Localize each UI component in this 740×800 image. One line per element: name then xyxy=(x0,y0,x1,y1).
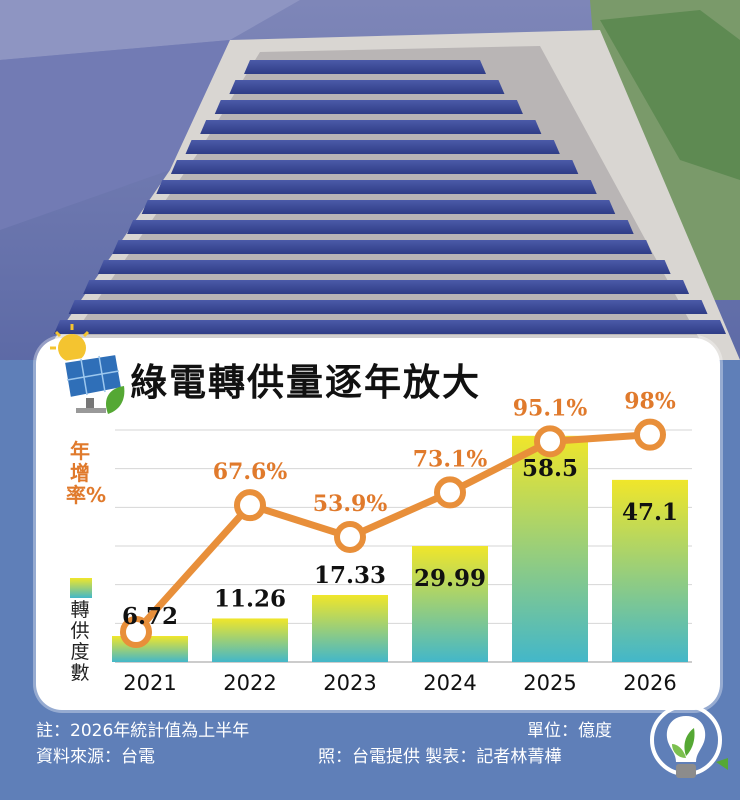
growth-point-2021 xyxy=(120,616,152,648)
bar-value-label: 58.5 xyxy=(522,455,578,482)
bar-2023 xyxy=(312,594,388,662)
growth-point-2023 xyxy=(334,520,366,553)
growth-point-2022 xyxy=(234,489,266,522)
bar-value-label: 6.72 xyxy=(122,603,178,630)
growth-point-2024 xyxy=(434,476,466,509)
growth-point-2026 xyxy=(634,418,666,451)
bar-value-label: 11.26 xyxy=(214,585,286,612)
footer: 註：2026年統計值為上半年 資料來源：台電 單位：億度 照：台電提供 製表：記… xyxy=(0,712,740,800)
solar-panel-sun-icon xyxy=(50,324,125,414)
x-tick-label: 2023 xyxy=(323,671,376,695)
footnote: 註：2026年統計值為上半年 xyxy=(36,721,250,741)
chart-title: 綠電轉供量逐年放大 xyxy=(130,360,481,404)
x-tick-label: 2022 xyxy=(223,671,276,695)
bar-2022 xyxy=(212,618,288,662)
supply-legend-swatch xyxy=(70,578,92,598)
growth-rate-line xyxy=(133,431,651,635)
solar-farm-photo xyxy=(0,0,740,360)
green-energy-bulb-icon xyxy=(650,704,728,778)
bar-value-label: 17.33 xyxy=(314,562,386,589)
credit-line: 照：台電提供 製表：記者林菁樺 xyxy=(318,747,562,767)
supply-axis-label: 轉供度數 xyxy=(70,599,90,684)
x-tick-label: 2026 xyxy=(623,671,676,695)
growth-rate-label: 67.6% xyxy=(213,459,288,485)
unit-label: 單位：億度 xyxy=(527,721,612,741)
bar-2026 xyxy=(612,479,688,662)
x-tick-label: 2021 xyxy=(123,671,176,695)
x-tick-label: 2024 xyxy=(423,671,476,695)
bar-value-label: 29.99 xyxy=(414,565,486,592)
bar-2024 xyxy=(412,546,488,662)
growth-point-2025 xyxy=(534,425,566,458)
bar-value-label: 47.1 xyxy=(622,499,678,526)
growth-rate-label: 73.1% xyxy=(413,446,488,472)
data-source: 資料來源：台電 xyxy=(36,747,155,767)
growth-rate-label: 53.9% xyxy=(313,491,388,517)
growth-rate-label: 95.1% xyxy=(513,395,588,421)
bar-2025 xyxy=(512,435,588,662)
chart-plot: 6.72 2021 11.26 2022 17.33 2023 29.99 2024 58.5 2… xyxy=(112,389,692,695)
growth-rate-label: 98% xyxy=(624,389,676,415)
x-tick-label: 2025 xyxy=(523,671,576,695)
